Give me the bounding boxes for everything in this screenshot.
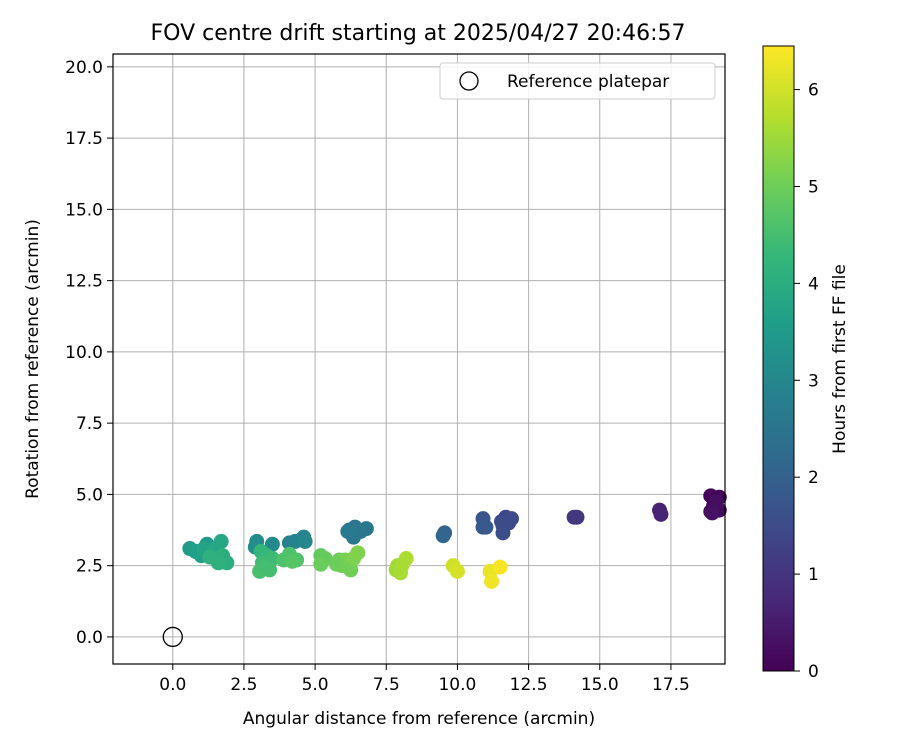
data-point bbox=[492, 559, 508, 575]
data-point bbox=[202, 549, 218, 565]
reference-platepar-marker bbox=[162, 626, 183, 648]
data-point bbox=[213, 533, 229, 549]
colorbar-tick-label: 6 bbox=[808, 81, 819, 101]
y-axis-ticks: 0.0 2.5 5.0 7.5 10.0 12.5 15.0 17.5 20.0 bbox=[65, 58, 113, 648]
data-point bbox=[478, 519, 494, 535]
data-point bbox=[394, 558, 410, 574]
data-points bbox=[182, 488, 727, 589]
y-tick-label: 10.0 bbox=[65, 343, 103, 363]
grid-lines bbox=[113, 54, 725, 664]
y-tick-label: 5.0 bbox=[76, 485, 103, 505]
y-tick-label: 2.5 bbox=[76, 557, 103, 577]
data-point bbox=[256, 559, 272, 575]
data-point bbox=[297, 533, 313, 549]
data-point bbox=[313, 556, 329, 572]
data-point bbox=[704, 505, 720, 521]
x-tick-label: 0.0 bbox=[159, 675, 186, 695]
y-tick-label: 20.0 bbox=[65, 58, 103, 78]
colorbar bbox=[762, 45, 795, 672]
x-tick-label: 12.5 bbox=[510, 675, 548, 695]
data-point bbox=[350, 545, 366, 561]
data-point bbox=[484, 573, 500, 589]
y-tick-label: 17.5 bbox=[65, 129, 103, 149]
x-tick-label: 2.5 bbox=[230, 675, 257, 695]
data-point bbox=[343, 562, 359, 578]
data-point bbox=[495, 525, 511, 541]
legend-box bbox=[439, 62, 716, 100]
x-axis-ticks: 0.0 2.5 5.0 7.5 10.0 12.5 15.0 17.5 bbox=[159, 664, 690, 695]
colorbar-tick-label: 1 bbox=[808, 565, 819, 585]
y-tick-label: 15.0 bbox=[65, 200, 103, 220]
colorbar-label: Hours from first FF file bbox=[830, 264, 850, 454]
data-point bbox=[353, 523, 369, 539]
data-point bbox=[566, 509, 582, 525]
data-point bbox=[449, 563, 465, 579]
x-tick-label: 5.0 bbox=[302, 675, 329, 695]
data-point bbox=[653, 506, 669, 522]
colorbar-tick-label: 5 bbox=[808, 178, 819, 198]
colorbar-ticks: 0 1 2 3 4 5 6 bbox=[794, 81, 819, 682]
data-point bbox=[264, 536, 280, 552]
legend-label: Reference platepar bbox=[507, 72, 669, 92]
x-tick-label: 10.0 bbox=[438, 675, 476, 695]
colorbar-tick-label: 3 bbox=[808, 371, 819, 391]
data-point bbox=[284, 553, 300, 569]
data-point bbox=[328, 556, 344, 572]
legend-marker-icon bbox=[459, 71, 479, 91]
data-point bbox=[435, 528, 451, 544]
colorbar-tick-label: 2 bbox=[808, 468, 819, 488]
x-axis-label: Angular distance from reference (arcmin) bbox=[243, 709, 595, 729]
y-tick-label: 12.5 bbox=[65, 272, 103, 292]
data-point bbox=[340, 523, 356, 539]
data-point bbox=[708, 494, 724, 510]
y-axis-label: Rotation from reference (arcmin) bbox=[23, 219, 43, 499]
x-tick-label: 7.5 bbox=[373, 675, 400, 695]
legend: Reference platepar bbox=[439, 62, 716, 100]
colorbar-tick-label: 0 bbox=[808, 662, 819, 682]
reference-marker bbox=[162, 626, 183, 648]
x-tick-label: 15.0 bbox=[581, 675, 619, 695]
y-tick-label: 7.5 bbox=[76, 414, 103, 434]
data-point bbox=[494, 513, 510, 529]
x-tick-label: 17.5 bbox=[652, 675, 690, 695]
y-tick-label: 0.0 bbox=[76, 628, 103, 648]
plot-frame bbox=[112, 53, 726, 665]
chart-title: FOV centre drift starting at 2025/04/27 … bbox=[151, 21, 686, 46]
colorbar-tick-label: 4 bbox=[808, 274, 819, 294]
